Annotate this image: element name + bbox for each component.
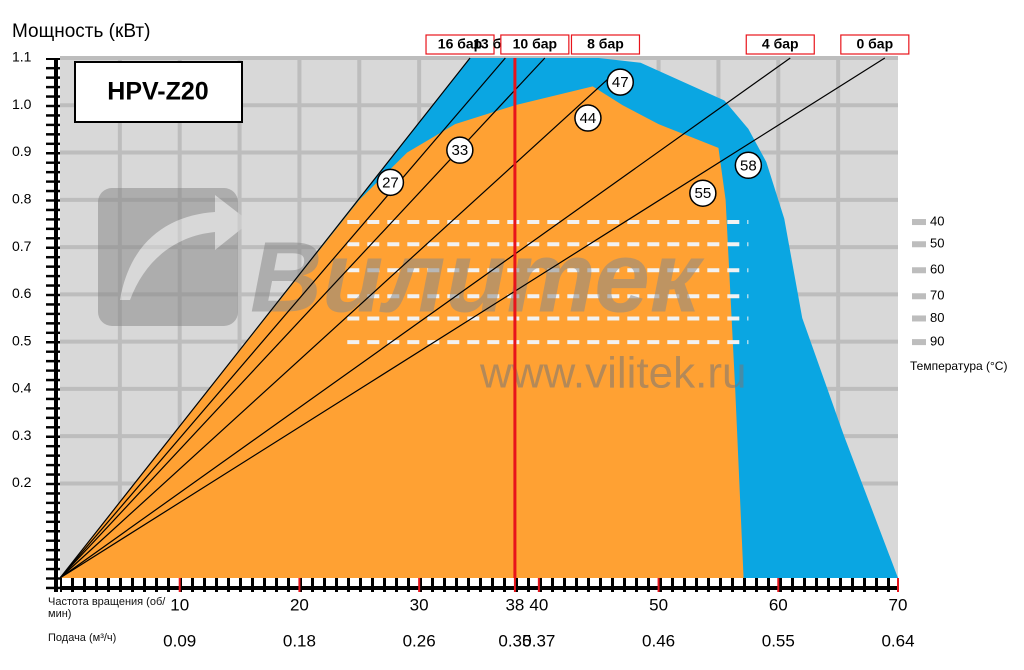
pressure-label-box	[745, 34, 815, 55]
model-box	[74, 61, 243, 123]
pressure-label: 4 бар	[762, 36, 799, 52]
x-tick-label: 60	[769, 595, 788, 614]
y-tick-label: 0.9	[12, 143, 32, 159]
annotation-label: 47	[612, 74, 629, 91]
pressure-line	[59, 57, 886, 579]
temperature-swatch	[912, 339, 926, 346]
temperature-swatch	[912, 293, 926, 300]
temperature-title: Температура (°C)	[910, 359, 1007, 373]
y-tick-label: 0.7	[12, 238, 32, 254]
temperature-swatch	[912, 241, 926, 248]
flow-tick-label: 0.55	[762, 631, 795, 650]
annotation-label: 55	[695, 185, 712, 202]
y-tick-label: 0.5	[12, 332, 32, 348]
pressure-line	[59, 71, 616, 579]
temperature-swatch	[912, 267, 926, 274]
pressure-line	[59, 57, 791, 579]
pressure-label-box	[840, 34, 910, 55]
pressure-label-box	[425, 34, 495, 55]
flow-tick-label: 0.09	[163, 631, 196, 650]
annotation-circle	[689, 179, 717, 207]
temperature-label: 50	[930, 236, 944, 251]
x-tick-label: 30	[410, 595, 429, 614]
x-tick-label: 20	[290, 595, 309, 614]
pressure-line	[59, 57, 471, 579]
annotation-label: 58	[740, 157, 757, 174]
x-tick-label: 10	[170, 595, 189, 614]
y-tick-label: 0.2	[12, 474, 32, 490]
annotation-label: 27	[382, 174, 399, 191]
annotation-circle	[606, 68, 635, 96]
temperature-label: 70	[930, 288, 944, 303]
annotation-circle	[376, 168, 405, 197]
pressure-label: 16 бар	[438, 36, 482, 52]
x-axis-title: Частота вращения (об/мин)	[48, 596, 166, 620]
model-label: HPV-Z20	[107, 78, 208, 106]
annotation-circle	[446, 136, 474, 164]
pressure-label: 8 бар	[587, 36, 624, 52]
flow-tick-label: 0.37	[522, 631, 555, 650]
temperature-swatch	[912, 219, 926, 226]
flow-tick-label: 0.46	[642, 631, 675, 650]
x-tick-label: 38	[505, 595, 524, 614]
x-tick-label: 50	[649, 595, 668, 614]
annotation-circle	[574, 104, 602, 132]
y-tick-label: 0.8	[12, 191, 32, 207]
pressure-label: 0 бар	[856, 36, 893, 52]
area	[60, 86, 744, 578]
x-tick-label: 40	[529, 595, 548, 614]
x-axis-ruler	[60, 578, 898, 592]
pressure-label: 10 бар	[513, 36, 557, 52]
temperature-label: 60	[930, 262, 944, 277]
y-tick-label: 0.4	[12, 380, 32, 396]
y-axis-ruler	[46, 58, 60, 592]
flow-tick-label: 0.18	[283, 631, 316, 650]
y-tick-label: 1.0	[12, 96, 32, 112]
pressure-label-box	[570, 34, 641, 55]
temperature-label: 90	[930, 334, 944, 349]
temperature-label: 40	[930, 213, 944, 228]
annotation-circle	[734, 151, 763, 180]
flow-tick-label: 0.26	[403, 631, 436, 650]
pressure-line	[59, 57, 506, 579]
pressure-label-box	[500, 34, 570, 55]
y-tick-label: 0.3	[12, 427, 32, 443]
watermark-url: www.vilitek.ru	[479, 349, 747, 398]
flow-tick-label: 0.35	[498, 631, 531, 650]
y-axis-title: Мощность (кВт)	[12, 21, 150, 42]
annotation-label: 44	[580, 110, 597, 127]
x-tick-label: 70	[889, 595, 908, 614]
flow-tick-label: 0.64	[881, 631, 914, 650]
temperature-label: 80	[930, 310, 944, 325]
temperature-swatch	[912, 315, 926, 322]
y-tick-label: 1.1	[12, 49, 32, 65]
watermark-text: Вилитек	[250, 221, 705, 333]
watermark-arrow	[120, 195, 250, 300]
annotation-label: 33	[452, 142, 469, 159]
y-tick-label: 0.6	[12, 285, 32, 301]
flow-axis-title: Подача (м³/ч)	[48, 632, 117, 644]
